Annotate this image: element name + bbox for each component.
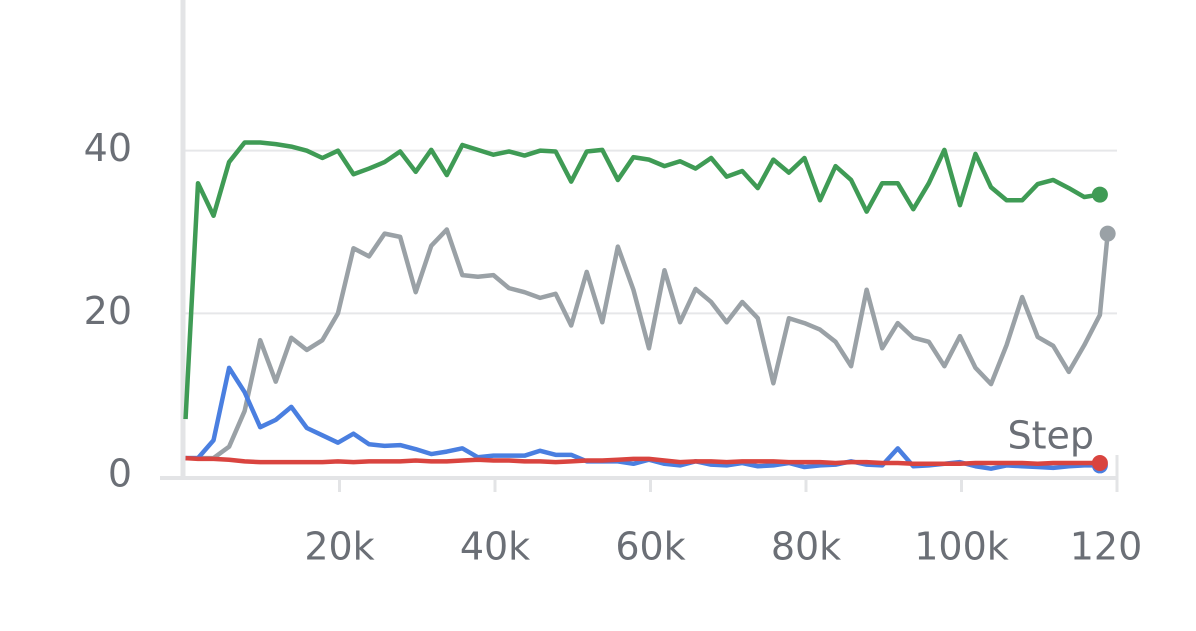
- x-axis-label: Step: [1007, 414, 1094, 458]
- series-line: [185, 455, 1100, 467]
- x-tick-label: 60k: [615, 525, 685, 569]
- y-tick-label: 40: [84, 126, 132, 170]
- y-tick-label: 60: [84, 0, 132, 8]
- x-tick-label: 100k: [914, 525, 1009, 569]
- series-line: [185, 365, 1100, 471]
- x-tick-label: 20k: [304, 525, 374, 569]
- x-tick-label: 120k: [1070, 525, 1165, 569]
- end-dot: [1099, 225, 1116, 242]
- y-tick-label: 0: [108, 452, 132, 496]
- series-line: [183, 140, 1101, 420]
- x-tick-label: 80k: [771, 525, 841, 569]
- x-tick-label: 40k: [460, 525, 530, 569]
- plot: 0 20 40 60 20k 40k 60k 80k 100k 120k Step: [84, 0, 1165, 569]
- series-line: [185, 227, 1110, 461]
- y-tick-label: 20: [84, 289, 132, 333]
- end-dot: [1091, 186, 1108, 203]
- end-dot: [1091, 454, 1108, 471]
